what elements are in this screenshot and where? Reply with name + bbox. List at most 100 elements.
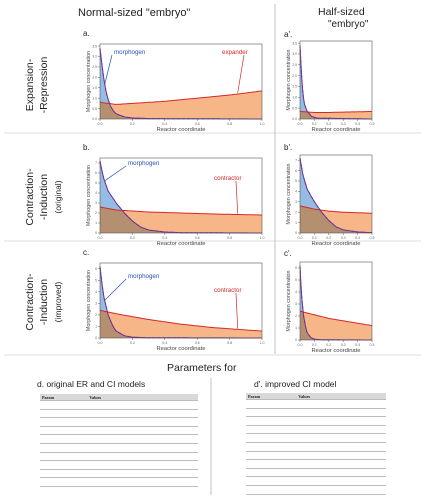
x-tick-label-4: 0.5 — [370, 236, 375, 240]
x-tick-label-5: 0.2 — [326, 343, 331, 347]
overlap-area-2 — [100, 310, 262, 338]
y-tick-label-1: 6 — [95, 171, 97, 175]
x-tick-label-1: 0.8 — [227, 236, 232, 240]
x-axis-label-2: Reactor coordinate — [157, 346, 206, 352]
y-tick-label-1: 2 — [95, 211, 97, 215]
x-tick-label-0: 0.2 — [130, 122, 135, 126]
row-label-2-line1: Contraction- — [24, 273, 36, 331]
params-d-title: d. original ER and CI models — [37, 379, 146, 389]
y-tick-label-3: 0.5 — [292, 106, 297, 110]
annotation-arrow-1 — [235, 180, 239, 214]
y-tick-label-3: 1.0 — [292, 96, 297, 100]
y-tick-label-4: 1 — [295, 221, 297, 225]
table-row — [40, 460, 198, 470]
row-label-2-sub: (improved) — [53, 282, 63, 323]
table-row — [246, 484, 386, 495]
table-row — [40, 451, 198, 461]
y-tick-label-0: 2.0 — [92, 76, 97, 80]
panel-label-0: a. — [83, 29, 90, 38]
y-tick-label-2: 1 — [95, 325, 97, 329]
y-tick-label-1: 3 — [95, 201, 97, 205]
y-tick-label-0: 3.0 — [92, 55, 97, 59]
morphogen-area-3 — [300, 45, 372, 119]
x-axis-label-5: Reactor coordinate — [312, 348, 361, 354]
header-half-line1: Half-sized — [318, 6, 365, 18]
y-axis-label-3: Morphogen concentration — [286, 49, 292, 110]
x-tick-label-2: 0.2 — [130, 341, 135, 345]
overlap-area-4 — [300, 206, 372, 233]
table-row — [246, 424, 386, 434]
expander-line-0 — [99, 90, 263, 105]
y-tick-label-0: 1.0 — [92, 96, 97, 100]
x-tick-label-1: 0.2 — [130, 236, 135, 240]
y-tick-label-3: 1.5 — [292, 85, 297, 89]
contractor-line-5 — [299, 310, 373, 327]
annotation-morphogen-2: morphogen — [128, 273, 160, 280]
table-row — [246, 416, 386, 426]
y-axis-label-0: Morphogen concentration — [86, 51, 92, 112]
y-tick-label-0: 3.5 — [92, 44, 97, 48]
y-tick-label-4: 4 — [295, 190, 297, 194]
y-tick-label-3: 2.5 — [292, 63, 297, 67]
y-tick-label-4: 2 — [295, 210, 297, 214]
table-row — [246, 476, 386, 486]
table-row — [246, 433, 386, 443]
y-tick-label-4: 6 — [295, 169, 297, 173]
x-tick-label-3: 0.1 — [312, 122, 317, 126]
x-tick-label-0: 0.0 — [98, 122, 103, 126]
y-axis-label-1: Morphogen concentration — [86, 165, 92, 226]
morphogen-dashed-3 — [299, 45, 372, 120]
x-tick-label-0: 1.0 — [260, 122, 265, 126]
contractor-line-2 — [99, 309, 263, 332]
table-row — [40, 417, 198, 427]
row-label-2-line2: -Induction — [38, 279, 50, 325]
x-tick-label-5: 0.5 — [370, 343, 375, 347]
y-tick-label-1: 7 — [95, 161, 97, 165]
y-tick-label-5: 4 — [295, 290, 297, 294]
x-tick-label-2: 1.0 — [260, 341, 265, 345]
y-tick-label-4: 0 — [295, 231, 297, 235]
header-normal: Normal-sized "embryo" — [78, 7, 191, 19]
x-tick-label-1: 0.0 — [98, 236, 103, 240]
annotation-morphogen-0: morphogen — [114, 49, 146, 56]
table-row — [40, 400, 198, 410]
row-label-1-sub: (original) — [53, 180, 63, 213]
header-half-line2: "embryo" — [328, 19, 369, 30]
x-tick-label-4: 0.4 — [355, 236, 360, 240]
x-axis-label-0: Reactor coordinate — [157, 127, 206, 133]
panel-label-4: b'. — [284, 143, 292, 152]
x-tick-label-3: 0.5 — [370, 122, 375, 126]
params-dp-col-param: Param — [246, 393, 297, 400]
y-tick-label-2: 2 — [95, 313, 97, 317]
x-axis-label-4: Reactor coordinate — [312, 241, 361, 247]
plot-frame-2 — [99, 262, 263, 339]
y-tick-label-2: 0 — [95, 336, 97, 340]
plot-frame-5 — [299, 261, 373, 341]
x-tick-label-3: 0.3 — [341, 122, 346, 126]
panel-label-1: b. — [83, 143, 90, 152]
table-row — [246, 407, 386, 417]
y-tick-label-0: 1.5 — [92, 86, 97, 90]
annotation-arrow-2 — [104, 278, 127, 301]
params-table-d: Param Values — [40, 394, 198, 495]
y-tick-label-3: 2.0 — [292, 74, 297, 78]
x-tick-label-3: 0.0 — [298, 122, 303, 126]
y-tick-label-2: 3 — [95, 302, 97, 306]
table-row — [40, 425, 198, 435]
params-table-dp: Param Values — [246, 393, 386, 502]
y-tick-label-1: 1 — [95, 221, 97, 225]
panel-label-5: c'. — [284, 249, 292, 258]
morphogen-dashed-0 — [99, 48, 262, 120]
y-tick-label-0: 0.0 — [92, 117, 97, 121]
y-tick-label-0: 2.5 — [92, 65, 97, 69]
overlap-area-0 — [100, 102, 262, 119]
plot-frame-0 — [99, 43, 263, 120]
expander-area-0 — [100, 90, 262, 119]
y-tick-label-0: 0.5 — [92, 107, 97, 111]
table-row — [40, 408, 198, 418]
x-tick-label-5: 0.0 — [298, 343, 303, 347]
morphogen-dashed-5 — [299, 265, 372, 341]
table-row — [246, 450, 386, 460]
y-tick-label-3: 3.0 — [292, 52, 297, 56]
